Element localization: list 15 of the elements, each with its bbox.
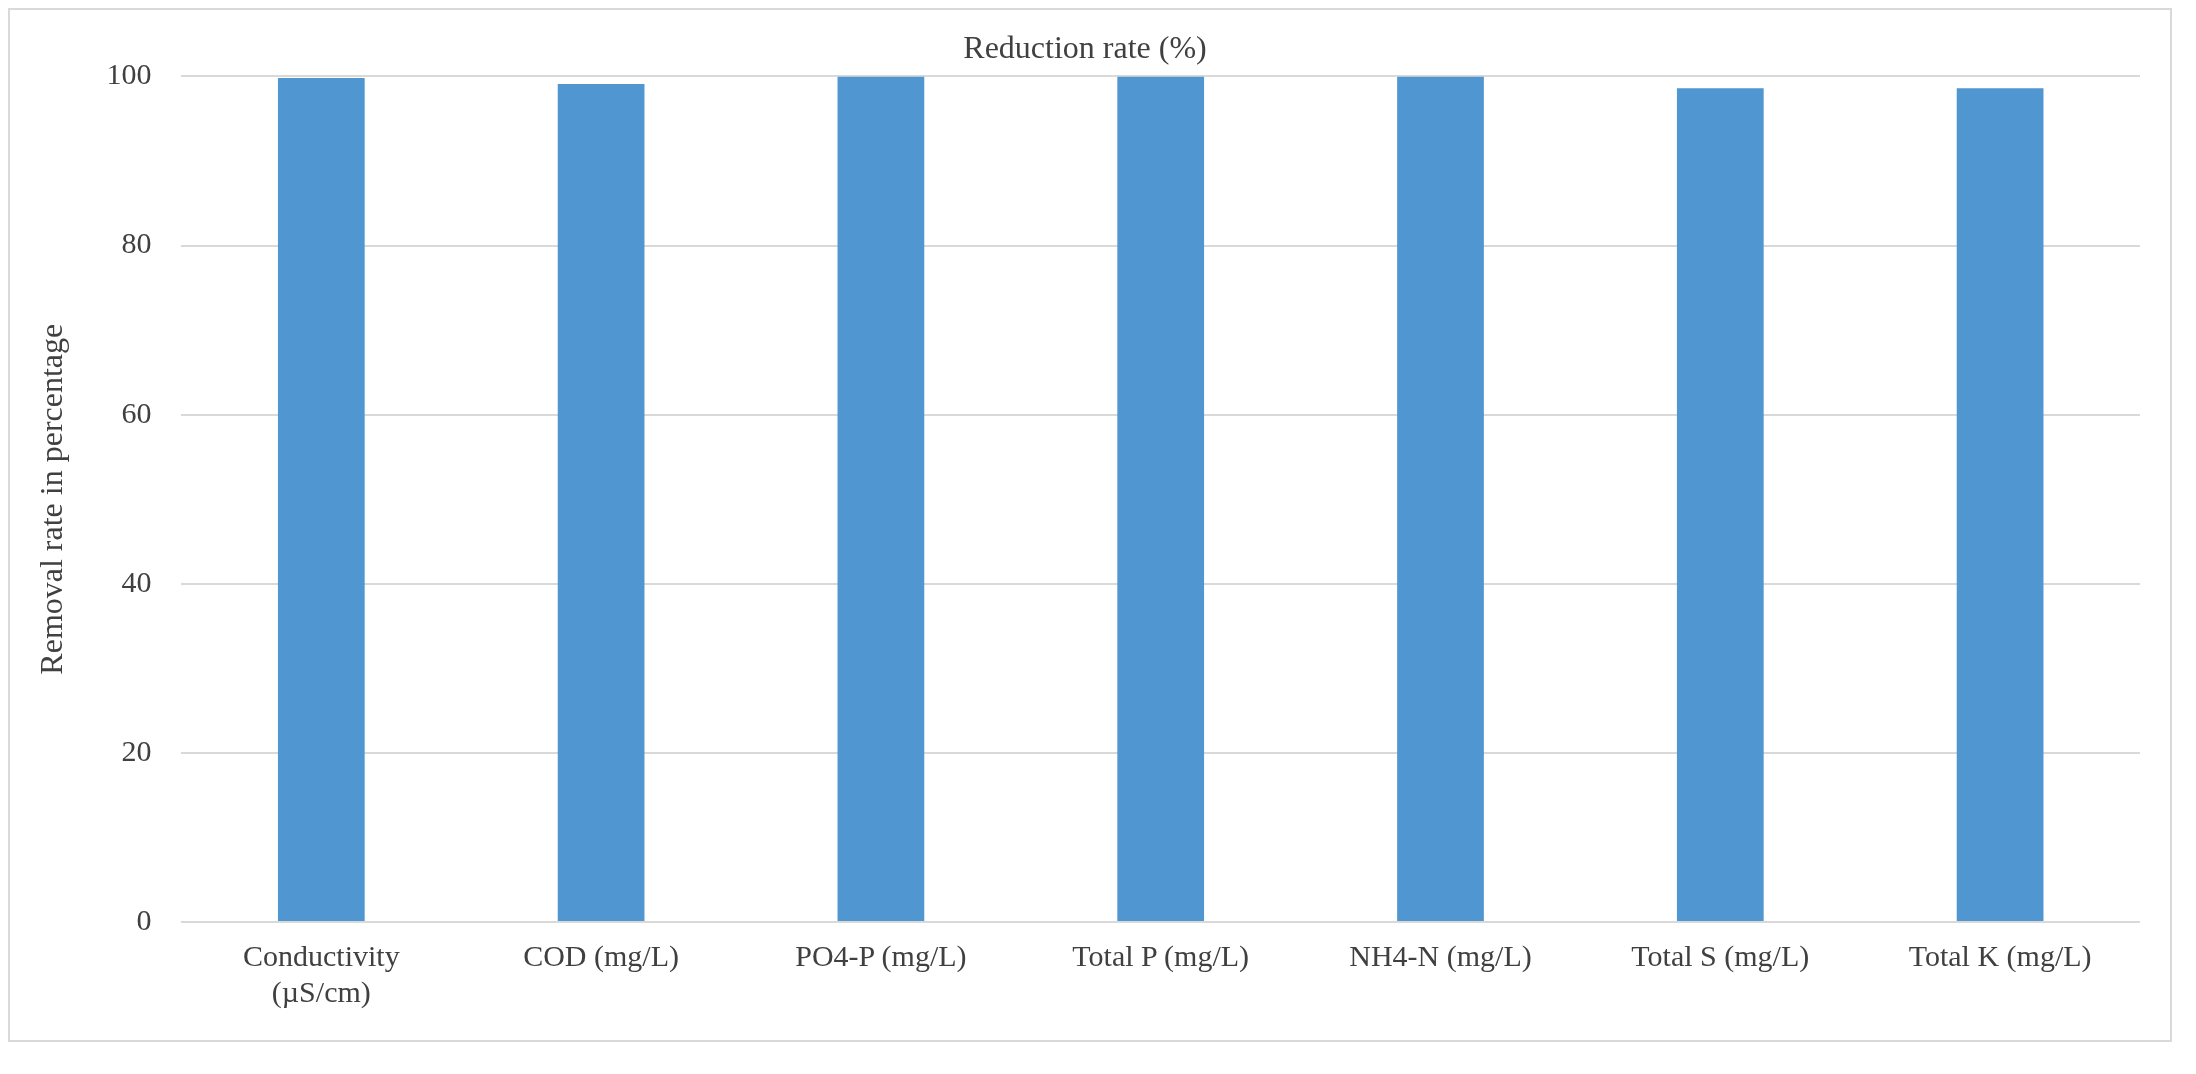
y-tick-label: 60 [121,395,152,429]
y-axis-title: Removal rate in percentage [32,323,69,675]
y-tick-label: 20 [121,733,152,767]
y-tick-label: 80 [121,226,152,260]
x-tick-label: PO4-P (mg/L) [795,938,967,973]
y-tick-label: 40 [121,564,152,598]
x-tick-label: Total P (mg/L) [1072,938,1250,973]
x-tick-label: NH4-N (mg/L) [1349,938,1532,973]
x-tick-label: Total S (mg/L) [1631,938,1810,973]
x-tick-label: Conductivity (µS/cm) [242,938,400,1009]
y-tick-label: 100 [106,57,152,91]
x-tick-label: Total K (mg/L) [1908,938,2092,973]
y-tick-label: 0 [136,902,152,936]
x-tick-label: COD (mg/L) [523,938,680,973]
chart-title: Reduction rate (%) [963,28,1207,65]
